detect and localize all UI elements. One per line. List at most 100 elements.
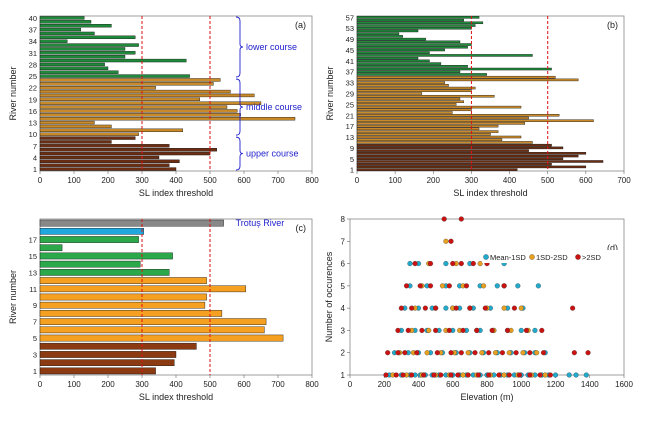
bar-river-7 xyxy=(39,144,170,148)
point-2SD xyxy=(448,238,454,244)
bar-river-23 xyxy=(356,108,472,112)
x-tick-label: 600 xyxy=(579,176,593,185)
point-2SD xyxy=(400,372,406,378)
bar-river-26 xyxy=(356,100,465,103)
y-tick-label: 5 xyxy=(341,282,346,291)
x-tick-label: 400 xyxy=(169,176,183,185)
x-tick-label: 1000 xyxy=(512,380,530,389)
point-2SD xyxy=(393,372,399,378)
x-tick-label: 300 xyxy=(135,176,149,185)
point-2SD xyxy=(448,350,454,356)
x-axis-label: SL index threshold xyxy=(139,188,213,198)
bar-river-16 xyxy=(39,109,238,113)
y-tick-label: 1 xyxy=(341,371,346,380)
y-tick-label: 7 xyxy=(341,237,346,246)
point-2SD xyxy=(383,372,389,378)
point-Mean1SD xyxy=(535,283,541,289)
y-tick-label: 19 xyxy=(29,95,37,104)
bar-river-22 xyxy=(356,111,453,114)
point-1SD2SD xyxy=(443,238,449,244)
y-axis-label: Number of occurences xyxy=(324,251,334,342)
point-2SD xyxy=(431,372,437,378)
bar-river-29 xyxy=(39,58,187,63)
point-2SD xyxy=(412,261,418,267)
x-tick-label: 200 xyxy=(101,176,115,185)
y-tick-label: 1 xyxy=(33,165,37,174)
point-2SD xyxy=(433,305,439,311)
bar-river-15 xyxy=(39,113,241,117)
bar-river-8 xyxy=(39,310,223,317)
bar-river-25 xyxy=(356,103,457,106)
group-label-upper-course: upper course xyxy=(246,149,299,159)
x-tick-label: 500 xyxy=(203,176,217,185)
point-2SD xyxy=(405,327,411,333)
bar-river-2 xyxy=(39,163,170,167)
point-2SD xyxy=(475,372,481,378)
point-2SD xyxy=(385,350,391,356)
x-tick-label: 200 xyxy=(101,380,115,389)
bar-river-3 xyxy=(39,159,180,163)
bar-river-30 xyxy=(356,89,472,93)
point-2SD xyxy=(458,350,464,356)
x-tick-label: 400 xyxy=(169,380,183,389)
bar-river-53 xyxy=(356,27,472,30)
y-tick-label: 33 xyxy=(346,79,354,88)
y-tick-label: 28 xyxy=(29,60,37,69)
point-2SD xyxy=(516,372,523,378)
x-tick-label: 800 xyxy=(480,380,494,389)
bar-river-5 xyxy=(356,157,564,160)
y-tick-label: 57 xyxy=(346,13,354,22)
y-tick-label: 45 xyxy=(346,46,354,55)
bar-river-28 xyxy=(356,94,495,98)
group-label-lower-course: lower course xyxy=(246,42,297,52)
bar-river-39 xyxy=(39,20,92,24)
bar-river-19 xyxy=(356,119,594,122)
point-1SD2SD xyxy=(477,261,483,267)
bar-river-39 xyxy=(356,65,468,68)
point-2SD xyxy=(458,216,464,222)
point-2SD xyxy=(474,327,480,333)
bar-river-37 xyxy=(356,70,461,73)
bar-river-31 xyxy=(356,86,476,90)
bar-river-25 xyxy=(39,74,190,78)
x-axis-label: Elevation (m) xyxy=(460,392,513,402)
bar-river-1 xyxy=(39,167,177,171)
bar-river-12 xyxy=(39,277,207,284)
point-2SD xyxy=(504,327,511,333)
bar-river-30 xyxy=(39,55,126,59)
bar-river-4 xyxy=(39,342,197,350)
bar-river-9 xyxy=(39,136,136,140)
bar-river-6 xyxy=(39,326,265,334)
point-2SD xyxy=(527,372,533,378)
point-2SD xyxy=(547,372,553,378)
bar-river-20 xyxy=(39,93,255,98)
point-2SD xyxy=(537,372,543,378)
legend: Mean-1SD 1SD-2SD >2SD xyxy=(482,250,622,263)
bar-river-1 xyxy=(356,168,518,171)
x-axis-label: SL index threshold xyxy=(139,392,213,402)
point-2SD xyxy=(465,372,471,378)
bar-river-43 xyxy=(356,54,533,57)
x-tick-label: 600 xyxy=(237,176,251,185)
point-2SD xyxy=(489,327,495,333)
point-2SD xyxy=(540,350,547,356)
bar-river-1 xyxy=(39,367,156,375)
point-2SD xyxy=(499,350,505,356)
point-2SD xyxy=(422,305,428,311)
bar-river-36 xyxy=(356,73,487,76)
y-tick-label: 22 xyxy=(29,84,37,93)
bar-river-36 xyxy=(39,31,95,36)
y-tick-label: 6 xyxy=(341,260,346,269)
y-tick-label: 16 xyxy=(29,107,37,116)
point-1SD2SD xyxy=(506,350,512,356)
point-1SD2SD xyxy=(481,283,487,289)
x-tick-label: 100 xyxy=(67,380,81,389)
bar-river-48 xyxy=(356,40,461,44)
point-1SD2SD xyxy=(439,283,446,289)
y-tick-label: 17 xyxy=(29,236,37,245)
y-tick-label: 40 xyxy=(29,14,37,23)
point-2SD xyxy=(403,283,410,289)
bar-river-3 xyxy=(356,162,552,166)
panel-label: (a) xyxy=(295,20,306,30)
point-1SD2SD xyxy=(518,305,524,311)
